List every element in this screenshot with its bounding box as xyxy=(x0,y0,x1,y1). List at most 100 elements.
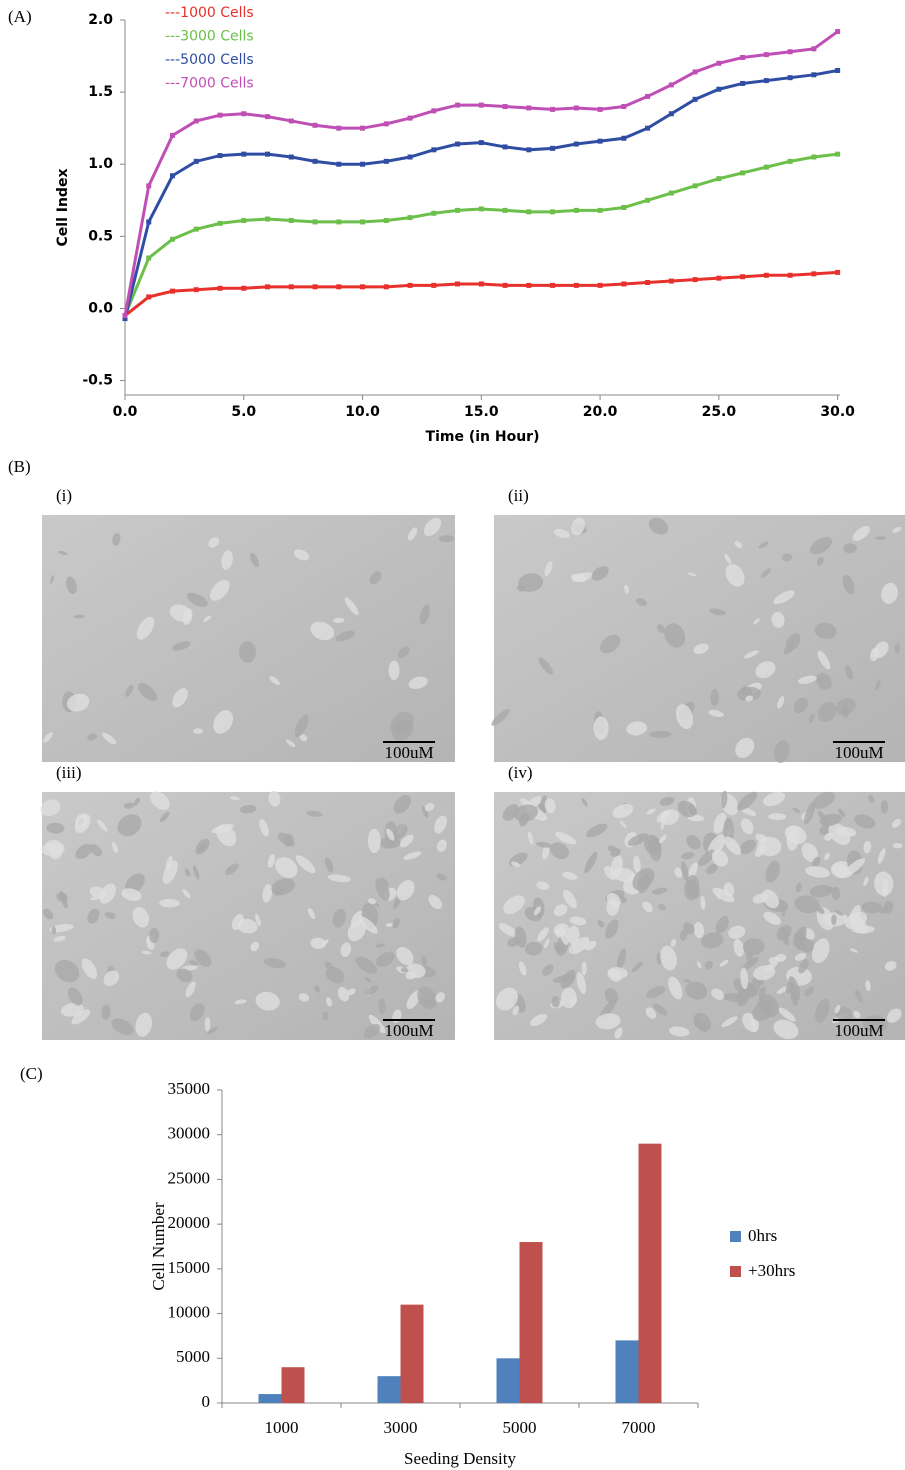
point-marker xyxy=(265,217,270,222)
y-tick-label: 20000 xyxy=(168,1213,211,1232)
point-marker xyxy=(218,221,223,226)
scale-label: 100uM xyxy=(384,1021,433,1040)
point-marker xyxy=(811,72,816,77)
point-marker xyxy=(811,271,816,276)
point-marker xyxy=(360,284,365,289)
x-tick-label: 10.0 xyxy=(345,404,380,420)
point-marker xyxy=(384,121,389,126)
point-marker xyxy=(384,159,389,164)
point-marker xyxy=(479,281,484,286)
point-marker xyxy=(835,29,840,34)
point-marker xyxy=(598,208,603,213)
point-marker xyxy=(716,276,721,281)
point-marker xyxy=(455,142,460,147)
cell xyxy=(710,689,719,706)
point-marker xyxy=(740,170,745,175)
point-marker xyxy=(170,237,175,242)
point-marker xyxy=(241,152,246,157)
point-marker xyxy=(598,139,603,144)
point-marker xyxy=(574,283,579,288)
point-marker xyxy=(194,287,199,292)
point-marker xyxy=(265,152,270,157)
point-marker xyxy=(503,104,508,109)
series-line xyxy=(125,272,838,315)
series-line xyxy=(125,32,838,316)
image-label: (ii) xyxy=(508,486,529,505)
point-marker xyxy=(716,176,721,181)
bar xyxy=(259,1394,282,1403)
image-label: (i) xyxy=(56,486,72,505)
point-marker xyxy=(431,108,436,113)
y-axis-label: Cell Index xyxy=(55,169,71,247)
bar xyxy=(520,1242,543,1403)
x-tick-label: 5000 xyxy=(503,1418,537,1437)
point-marker xyxy=(289,118,294,123)
point-marker xyxy=(835,68,840,73)
point-marker xyxy=(693,69,698,74)
point-marker xyxy=(146,294,151,299)
y-tick-label: 1.0 xyxy=(88,156,113,172)
point-marker xyxy=(693,97,698,102)
scale-label: 100uM xyxy=(834,1021,883,1040)
point-marker xyxy=(574,142,579,147)
point-marker xyxy=(526,105,531,110)
y-axis-label: Cell Number xyxy=(149,1202,168,1291)
point-marker xyxy=(170,289,175,294)
bar xyxy=(401,1305,424,1403)
y-tick-label: 5000 xyxy=(176,1347,210,1366)
point-marker xyxy=(574,208,579,213)
point-marker xyxy=(645,280,650,285)
point-marker xyxy=(598,107,603,112)
point-marker xyxy=(669,111,674,116)
point-marker xyxy=(408,215,413,220)
point-marker xyxy=(526,209,531,214)
point-marker xyxy=(336,162,341,167)
point-marker xyxy=(241,111,246,116)
scale-label: 100uM xyxy=(384,743,433,762)
bar xyxy=(616,1340,639,1403)
x-tick-label: 1000 xyxy=(265,1418,299,1437)
cell xyxy=(843,543,857,553)
point-marker xyxy=(669,191,674,196)
point-marker xyxy=(384,284,389,289)
figure: (A) (B) (C) (i)100uM(ii)100uM(iii)100uM(… xyxy=(0,0,905,1470)
point-marker xyxy=(289,155,294,160)
point-marker xyxy=(313,159,318,164)
point-marker xyxy=(645,126,650,131)
y-tick-label: 10000 xyxy=(168,1302,211,1321)
point-marker xyxy=(764,78,769,83)
micrograph xyxy=(42,514,455,762)
cell xyxy=(593,716,608,740)
point-marker xyxy=(431,283,436,288)
point-marker xyxy=(455,208,460,213)
point-marker xyxy=(455,281,460,286)
point-marker xyxy=(503,283,508,288)
point-marker xyxy=(645,198,650,203)
x-tick-label: 15.0 xyxy=(464,404,499,420)
point-marker xyxy=(408,283,413,288)
point-marker xyxy=(265,114,270,119)
point-marker xyxy=(218,286,223,291)
legend-swatch xyxy=(730,1231,741,1242)
point-marker xyxy=(170,133,175,138)
y-tick-label: 0.0 xyxy=(88,300,113,316)
bar xyxy=(497,1358,520,1403)
y-tick-label: 25000 xyxy=(168,1168,211,1187)
point-marker xyxy=(669,279,674,284)
bar xyxy=(378,1376,401,1403)
page: (A) (B) (C) (i)100uM(ii)100uM(iii)100uM(… xyxy=(0,0,905,1470)
y-tick-label: 0.5 xyxy=(88,228,113,244)
micrograph xyxy=(492,788,905,1042)
point-marker xyxy=(764,52,769,57)
point-marker xyxy=(669,82,674,87)
point-marker xyxy=(218,113,223,118)
point-marker xyxy=(835,152,840,157)
series-line xyxy=(125,70,838,318)
point-marker xyxy=(123,313,128,318)
point-marker xyxy=(788,75,793,80)
point-marker xyxy=(621,136,626,141)
x-tick-label: 30.0 xyxy=(820,404,855,420)
y-tick-label: -0.5 xyxy=(82,373,113,389)
point-marker xyxy=(693,183,698,188)
x-axis-label: Seeding Density xyxy=(404,1449,516,1468)
